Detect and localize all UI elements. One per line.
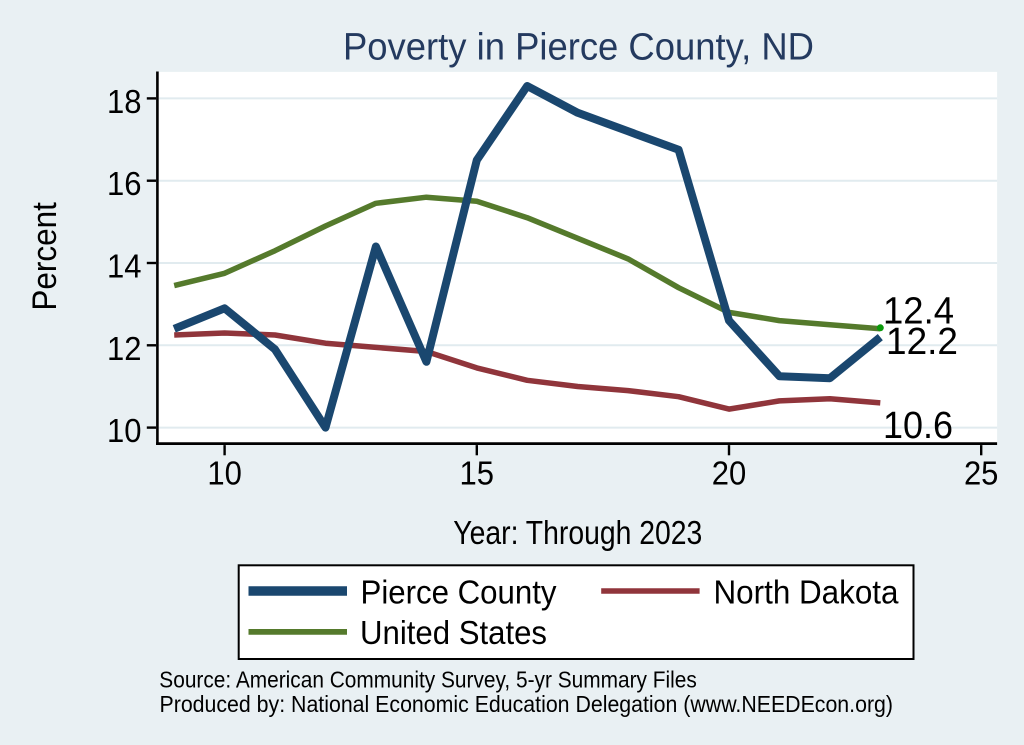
svg-text:16: 16 [107,165,142,202]
svg-text:Percent: Percent [26,202,64,311]
svg-text:Source: American Community Sur: Source: American Community Survey, 5-yr … [159,666,697,692]
svg-text:15: 15 [460,455,495,492]
svg-text:12: 12 [107,330,142,367]
svg-text:10: 10 [107,412,142,449]
svg-text:18: 18 [107,83,142,120]
svg-text:25: 25 [964,455,999,492]
svg-text:10: 10 [207,455,242,492]
svg-text:Pierce County: Pierce County [361,573,557,610]
svg-text:Poverty in Pierce County, ND: Poverty in Pierce County, ND [343,27,814,69]
svg-text:10.6: 10.6 [883,405,953,447]
svg-text:North Dakota: North Dakota [714,573,900,610]
svg-text:12.4: 12.4 [883,291,954,333]
svg-text:United States: United States [360,614,547,651]
svg-text:12.2: 12.2 [886,321,958,363]
svg-text:Produced by: National Economic: Produced by: National Economic Education… [160,691,894,717]
svg-text:14: 14 [107,248,142,285]
svg-text:20: 20 [712,455,747,492]
svg-text:Year: Through 2023: Year: Through 2023 [453,514,702,551]
